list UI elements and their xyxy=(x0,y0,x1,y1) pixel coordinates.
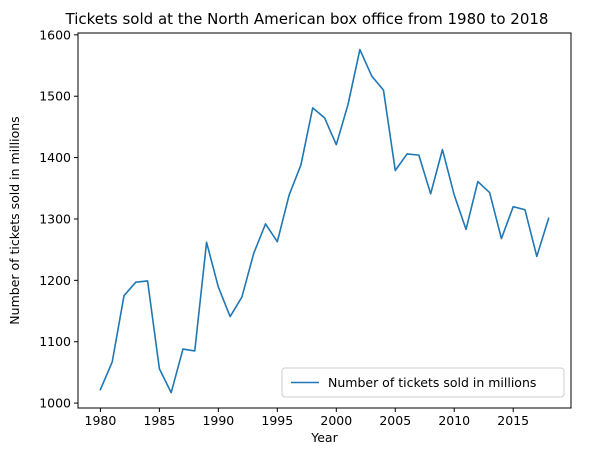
y-tick-label: 1000 xyxy=(39,396,71,411)
x-axis-ticks: 1980 1985 1990 1995 2000 2005 2010 2015 xyxy=(85,408,529,428)
x-tick-label: 1980 xyxy=(85,413,117,428)
y-tick-label: 1500 xyxy=(39,89,71,104)
x-tick-label: 1990 xyxy=(202,413,234,428)
y-axis-ticks: 1000 1100 1200 1300 1400 1500 1600 xyxy=(39,27,78,411)
x-tick-label: 2005 xyxy=(379,413,411,428)
legend: Number of tickets sold in millions xyxy=(281,367,565,398)
y-tick-label: 1300 xyxy=(39,211,71,226)
x-tick-label: 1985 xyxy=(143,413,175,428)
series-line-0 xyxy=(99,48,550,394)
y-tick-label: 1100 xyxy=(39,334,71,349)
plot-area: 1980 1985 1990 1995 2000 2005 2010 2015 1000 110… xyxy=(39,27,572,428)
chart-title: Tickets sold at the North American box o… xyxy=(65,10,549,28)
legend-box xyxy=(281,367,565,398)
plot-frame xyxy=(77,32,572,409)
y-tick-label: 1400 xyxy=(39,150,71,165)
legend-entry-tickets: Number of tickets sold in millions xyxy=(328,375,536,390)
x-tick-label: 2015 xyxy=(497,413,529,428)
y-axis-label: Number of tickets sold in millions xyxy=(7,116,22,324)
x-tick-label: 2010 xyxy=(438,413,470,428)
x-axis-label: Year xyxy=(310,430,338,445)
y-tick-label: 1200 xyxy=(39,273,71,288)
y-tick-label: 1600 xyxy=(39,27,71,42)
series-layer xyxy=(99,48,550,394)
x-tick-label: 2000 xyxy=(320,413,352,428)
x-tick-label: 1995 xyxy=(261,413,293,428)
